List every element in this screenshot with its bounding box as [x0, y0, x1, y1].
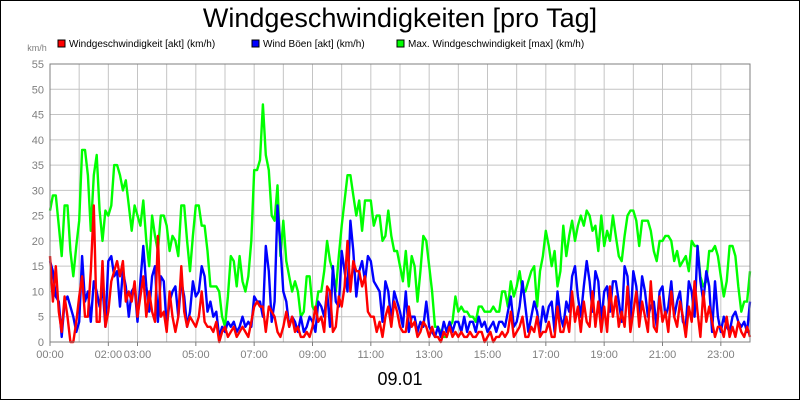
x-tick-label: 17:00 [532, 349, 560, 361]
x-tick-label: 13:00 [415, 349, 443, 361]
x-tick-label: 05:00 [182, 349, 210, 361]
y-tick-label: 40 [32, 135, 44, 147]
series-line-1 [48, 103, 752, 339]
legend-swatch [396, 39, 405, 48]
chart-legend: Windgeschwindigkeit [akt] (km/h) Wind Böe… [57, 39, 584, 50]
y-tick-label: 15 [32, 261, 44, 273]
y-tick-label: 0 [38, 337, 44, 349]
legend-label: Max. Windgeschwindigkeit [max] (km/h) [408, 39, 584, 50]
x-axis-ticks: 00:00 02:00 03:00 05:00 07:00 09:00 11:00 13:00… [36, 342, 735, 361]
x-tick-label: 23:00 [707, 349, 735, 361]
y-tick-label: 50 [32, 84, 44, 96]
x-tick-label: 21:00 [649, 349, 677, 361]
x-tick-label: 07:00 [240, 349, 268, 361]
x-tick-label: 00:00 [36, 349, 64, 361]
x-tick-label: 03:00 [124, 349, 152, 361]
legend-label: Windgeschwindigkeit [akt] (km/h) [69, 39, 215, 50]
y-axis-unit-label: km/h [27, 43, 47, 53]
y-tick-label: 35 [32, 160, 44, 172]
x-tick-label: 11:00 [357, 349, 384, 361]
y-tick-label: 25 [32, 211, 44, 223]
legend-swatch [251, 39, 260, 48]
date-label: 09.01 [377, 369, 422, 389]
x-tick-label: 09:00 [299, 349, 327, 361]
y-axis-ticks: 0 5 10 15 20 25 30 35 40 45 50 55 [32, 59, 44, 349]
data-series [48, 103, 752, 344]
x-tick-label: 02:00 [95, 349, 123, 361]
legend-swatch [57, 39, 66, 48]
y-tick-label: 10 [32, 286, 44, 298]
chart-title: Windgeschwindigkeiten [pro Tag] [203, 3, 597, 33]
x-tick-label: 19:00 [590, 349, 618, 361]
x-tick-label: 15:00 [474, 349, 502, 361]
y-tick-label: 45 [32, 110, 44, 122]
series-line-3 [48, 204, 752, 344]
y-tick-label: 20 [32, 236, 44, 248]
y-tick-label: 30 [32, 185, 44, 197]
y-tick-label: 5 [38, 312, 44, 324]
legend-label: Wind Böen [akt] (km/h) [263, 39, 365, 50]
plot-border [49, 63, 751, 343]
y-tick-label: 55 [32, 59, 44, 71]
